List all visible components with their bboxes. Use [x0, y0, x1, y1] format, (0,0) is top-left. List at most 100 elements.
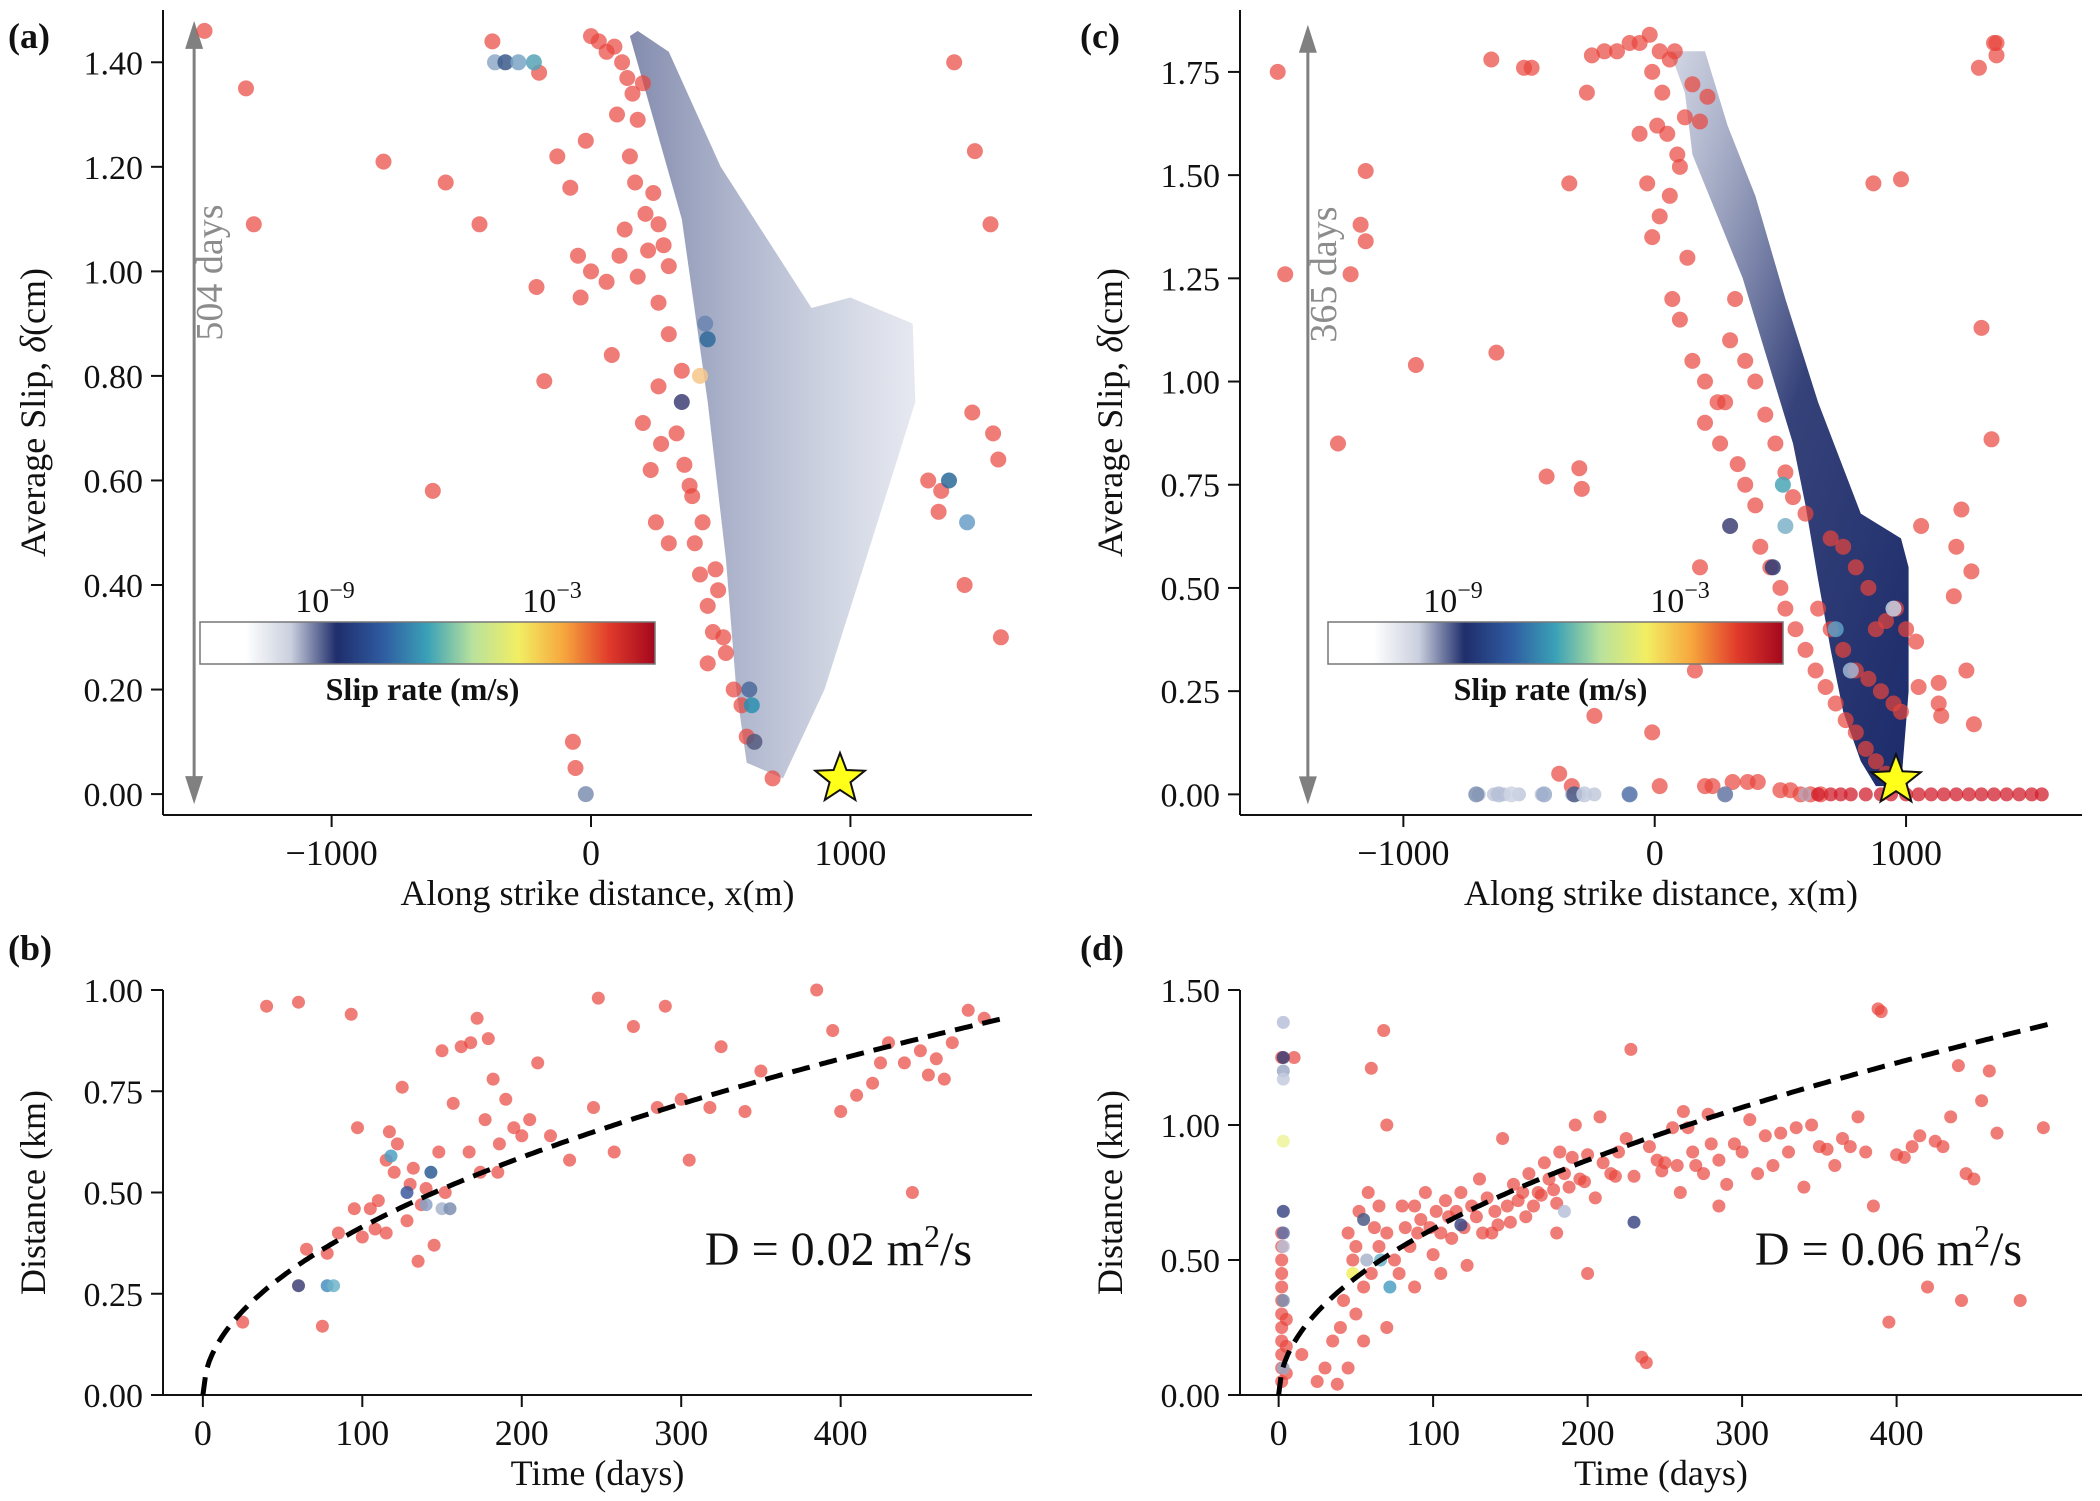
x-tick-label: 300	[1715, 1413, 1769, 1453]
data-point	[1269, 63, 1286, 80]
data-point	[1720, 1177, 1734, 1191]
baseline-point	[1961, 787, 1976, 802]
data-point	[1766, 1159, 1780, 1172]
data-point-colored	[1576, 786, 1593, 803]
x-axis-label: Time (days)	[1574, 1453, 1748, 1493]
data-point	[1534, 1188, 1548, 1202]
data-point	[619, 70, 636, 86]
data-point	[1500, 1199, 1514, 1213]
data-point	[1659, 125, 1676, 142]
baseline-point	[1974, 787, 1989, 802]
data-point	[1547, 1183, 1561, 1197]
baseline-point	[1811, 787, 1826, 802]
diffusivity-annotation: D = 0.06 m2/s	[1755, 1218, 2022, 1276]
data-point-colored	[1621, 786, 1638, 803]
data-point-colored	[699, 331, 716, 348]
data-point	[544, 1129, 557, 1143]
data-point	[1921, 1280, 1934, 1294]
arrow-head-top	[185, 20, 204, 49]
data-point	[1913, 1129, 1927, 1143]
data-point	[738, 1105, 752, 1118]
data-point	[1982, 1064, 1996, 1078]
x-tick-label: 400	[1870, 1413, 1924, 1453]
data-point	[1364, 1267, 1378, 1280]
data-point	[710, 582, 727, 599]
data-point	[1936, 1140, 1950, 1154]
data-point	[1948, 538, 1965, 555]
data-point	[1727, 291, 1744, 307]
baseline-point	[2012, 787, 2027, 802]
data-point	[1787, 621, 1804, 638]
data-point-colored	[510, 54, 527, 71]
data-point	[1975, 1094, 1989, 1108]
data-point	[1797, 641, 1814, 658]
data-point	[764, 770, 781, 787]
data-point	[1897, 1150, 1911, 1164]
data-point-colored	[419, 1198, 433, 1212]
y-tick-label: 1.00	[84, 973, 144, 1010]
data-point	[1747, 373, 1764, 390]
data-point	[1483, 51, 1500, 68]
data-point	[1893, 171, 1909, 188]
data-point	[486, 1072, 500, 1086]
data-point	[300, 1242, 313, 1256]
data-point-colored	[1842, 662, 1859, 679]
data-point-colored	[1717, 786, 1734, 803]
data-point	[2036, 1121, 2050, 1135]
data-point	[634, 75, 651, 92]
data-point	[1551, 765, 1568, 782]
data-point	[634, 415, 651, 431]
y-tick-label: 0.20	[84, 673, 144, 710]
diffusivity-annotation: D = 0.02 m2/s	[705, 1218, 972, 1276]
panel-label-c: (c)	[1080, 16, 1120, 56]
data-point	[1469, 1210, 1483, 1224]
nucleation-star	[812, 750, 868, 803]
data-point	[1310, 1375, 1324, 1388]
data-point	[1758, 1129, 1772, 1143]
x-tick-label: 100	[335, 1413, 389, 1453]
data-point	[658, 999, 672, 1013]
data-point	[1807, 662, 1824, 679]
colorbar-title: Slip rate (m/s)	[326, 671, 520, 707]
data-point	[1913, 518, 1930, 534]
data-point	[1970, 59, 1987, 76]
data-point	[1908, 633, 1925, 650]
data-point	[1671, 311, 1688, 328]
diffusion-fit-curve	[200, 1016, 1001, 1396]
data-point	[1704, 778, 1721, 795]
y-axis-label: Distance (km)	[1090, 1090, 1130, 1295]
data-point	[607, 1145, 621, 1159]
data-point	[621, 148, 638, 165]
data-point	[1561, 175, 1578, 192]
data-point	[655, 237, 672, 254]
data-point	[375, 153, 392, 170]
data-point	[1357, 163, 1374, 179]
data-point	[478, 1113, 492, 1127]
data-point	[1878, 613, 1894, 629]
data-point-colored	[1827, 621, 1844, 638]
data-point	[1565, 1150, 1579, 1164]
colorbar-tick-label: 10−3	[522, 578, 582, 620]
data-point	[834, 1105, 848, 1118]
data-point	[1712, 435, 1729, 452]
data-point	[1550, 1226, 1564, 1240]
data-point	[363, 1202, 377, 1216]
data-point	[1619, 1132, 1633, 1145]
data-point	[1476, 1226, 1490, 1240]
y-tick-label: 1.00	[84, 254, 144, 291]
data-point-colored	[1774, 476, 1791, 493]
data-point	[650, 294, 667, 311]
data-point	[1797, 1180, 1811, 1194]
arrow-head-bottom	[185, 776, 204, 805]
arrow-head-top	[1298, 24, 1317, 53]
data-point	[1644, 724, 1661, 741]
data-point	[1673, 1186, 1687, 1199]
x-tick-label: 400	[814, 1413, 868, 1453]
y-axis-label: Average Slip, δ(cm)	[1090, 268, 1130, 557]
data-point	[1679, 249, 1696, 266]
baseline-point	[1833, 787, 1848, 802]
data-point	[1676, 1105, 1690, 1118]
data-point	[1414, 1213, 1428, 1226]
data-point-colored	[741, 681, 758, 698]
